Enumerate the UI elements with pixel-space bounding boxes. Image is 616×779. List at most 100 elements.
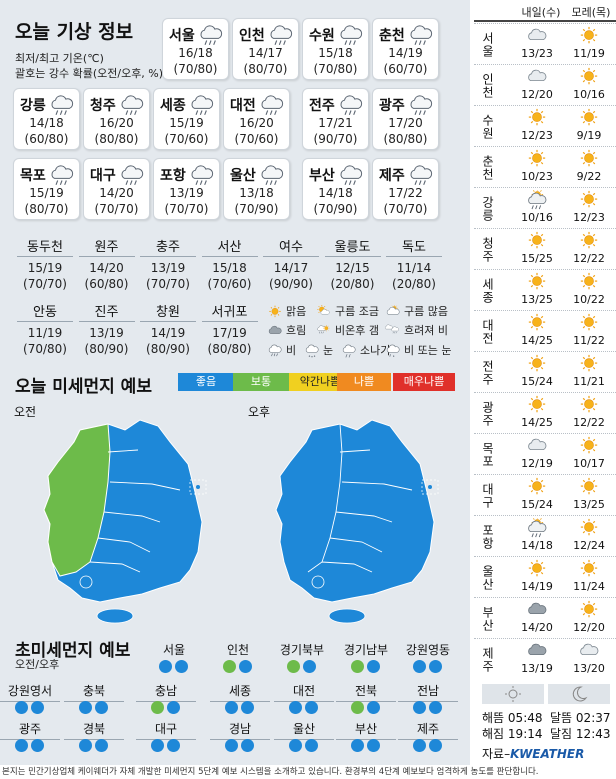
city-card[interactable]: 춘천 14/19 (60/70) bbox=[372, 18, 439, 80]
small-city-name: 충주 bbox=[140, 238, 196, 257]
sun-icon bbox=[577, 313, 601, 333]
sun-icon bbox=[577, 477, 601, 497]
sun-icon bbox=[577, 108, 601, 128]
ultrafine-dot-pm bbox=[429, 701, 442, 714]
forecast-city: 세종 bbox=[480, 278, 495, 304]
forecast-day2: 9/19 bbox=[562, 108, 616, 148]
city-card[interactable]: 강릉 14/18 (60/80) bbox=[13, 88, 80, 150]
small-city-temp: 11/14 bbox=[396, 261, 432, 275]
sun-icon bbox=[577, 518, 601, 538]
ultrafine-dot-pm bbox=[241, 739, 254, 752]
rain-sun-icon bbox=[525, 188, 549, 210]
city-name: 청주 bbox=[90, 98, 116, 114]
forecast-col-dayafter: 모레(목) bbox=[571, 6, 611, 19]
small-city-name: 원주 bbox=[78, 238, 135, 257]
dark-cloud-icon bbox=[525, 600, 549, 620]
forecast-day2-temp: 12/24 bbox=[573, 539, 605, 552]
city-card[interactable]: 인천 14/17 (80/70) bbox=[232, 18, 299, 80]
rain-cloud-icon bbox=[189, 162, 215, 186]
ultrafine-dot-pm bbox=[175, 660, 188, 673]
forecast-day2-temp: 10/16 bbox=[573, 88, 605, 101]
city-card[interactable]: 울산 13/18 (70/90) bbox=[223, 158, 290, 220]
city-card[interactable]: 전주 17/21 (90/70) bbox=[302, 88, 369, 150]
rain-cloud-icon bbox=[259, 162, 285, 186]
snow-icon bbox=[303, 344, 321, 358]
dust-level-5: 매우나쁨 bbox=[393, 373, 455, 391]
small-city-name: 독도 bbox=[386, 238, 442, 257]
city-precip: (70/70) bbox=[383, 202, 428, 216]
small-city-name: 진주 bbox=[78, 303, 135, 322]
forecast-row: 광주 14/25 12/22 bbox=[474, 392, 616, 434]
forecast-city: 춘천 bbox=[480, 155, 495, 181]
sun-icon bbox=[577, 149, 601, 169]
forecast-row: 포항 14/18 12/24 bbox=[474, 515, 616, 557]
left-panel: 오늘 기상 정보 최저/최고 기온(℃) 괄호는 강수 확률(오전/오후, %)… bbox=[0, 0, 470, 765]
city-precip: (70/80) bbox=[313, 62, 358, 76]
forecast-row: 서울 13/23 11/19 bbox=[474, 23, 616, 65]
forecast-day1: 12/23 bbox=[510, 108, 564, 148]
forecast-day2-temp: 9/19 bbox=[576, 129, 602, 142]
forecast-day2-temp: 9/22 bbox=[576, 170, 602, 183]
ultrafine-dot-am bbox=[351, 701, 364, 714]
small-city-name: 창원 bbox=[140, 303, 196, 322]
city-card[interactable]: 수원 15/18 (70/80) bbox=[302, 18, 369, 80]
forecast-row: 부산 14/20 12/20 bbox=[474, 597, 616, 639]
cloud-icon bbox=[525, 26, 549, 46]
cloud-then-rain-icon bbox=[384, 324, 402, 338]
city-temp: 17/22 bbox=[388, 186, 423, 200]
forecast-city: 청주 bbox=[480, 237, 495, 263]
legend-label: 눈 bbox=[323, 344, 334, 357]
forecast-day1-temp: 12/20 bbox=[521, 88, 553, 101]
city-temp: 15/19 bbox=[169, 116, 204, 130]
ultrafine-dot-pm bbox=[429, 660, 442, 673]
rain-cloud-icon bbox=[408, 162, 434, 186]
ultrafine-region-name: 전북 bbox=[336, 682, 396, 702]
rain-cloud-icon bbox=[189, 92, 215, 116]
city-precip: (80/70) bbox=[24, 202, 69, 216]
sun-icon bbox=[577, 67, 601, 87]
city-card[interactable]: 부산 14/18 (70/90) bbox=[302, 158, 369, 220]
forecast-day1: 12/20 bbox=[510, 67, 564, 107]
small-city-precip: (70/60) bbox=[207, 277, 252, 291]
moonrise-label: 달뜸 bbox=[550, 711, 573, 725]
legend-label: 구름 많음 bbox=[404, 305, 448, 318]
sun-icon bbox=[577, 559, 601, 579]
small-city-precip: (80/80) bbox=[207, 342, 252, 356]
city-card[interactable]: 서울 16/18 (70/80) bbox=[162, 18, 229, 80]
small-city-name: 안동 bbox=[17, 303, 73, 322]
sun-icon bbox=[577, 231, 601, 251]
legend-item: 맑음 bbox=[266, 303, 306, 319]
ultrafine-dot-pm bbox=[167, 701, 180, 714]
city-name: 인천 bbox=[239, 28, 265, 44]
small-city-temp: 14/20 bbox=[89, 261, 124, 275]
forecast-day2: 13/20 bbox=[562, 641, 616, 681]
city-precip: (70/60) bbox=[164, 132, 209, 146]
forecast-day1: 10/23 bbox=[510, 149, 564, 189]
legend-item: 비 bbox=[266, 342, 296, 358]
forecast-day1: 13/19 bbox=[510, 641, 564, 681]
cloud-sun-icon bbox=[384, 304, 402, 319]
moonrise-time: 02:37 bbox=[575, 711, 611, 725]
forecast-day2: 10/22 bbox=[562, 272, 616, 312]
sunrise-label: 해뜸 bbox=[482, 711, 505, 725]
city-card[interactable]: 세종 15/19 (70/60) bbox=[153, 88, 220, 150]
city-card[interactable]: 대구 14/20 (70/70) bbox=[83, 158, 150, 220]
ultrafine-region-name: 제주 bbox=[398, 720, 458, 740]
ultrafine-dot-am bbox=[223, 660, 236, 673]
forecast-city: 포항 bbox=[480, 524, 495, 550]
city-card[interactable]: 포항 13/19 (70/70) bbox=[153, 158, 220, 220]
ultrafine-dot-am bbox=[225, 701, 238, 714]
small-city-precip: (90/90) bbox=[269, 277, 313, 291]
city-card[interactable]: 목포 15/19 (80/70) bbox=[13, 158, 80, 220]
ultrafine-dot-pm bbox=[239, 660, 252, 673]
city-card[interactable]: 대전 16/20 (70/60) bbox=[223, 88, 290, 150]
city-precip: (70/90) bbox=[234, 202, 279, 216]
legend-item: 구름 많음 bbox=[384, 303, 448, 319]
sun-icon bbox=[525, 477, 549, 497]
city-card[interactable]: 제주 17/22 (70/70) bbox=[372, 158, 439, 220]
forecast-day2: 11/24 bbox=[562, 559, 616, 599]
city-card[interactable]: 청주 16/20 (80/80) bbox=[83, 88, 150, 150]
city-card[interactable]: 광주 17/20 (80/80) bbox=[372, 88, 439, 150]
forecast-col-tomorrow: 내일(수) bbox=[521, 6, 561, 19]
city-precip: (60/80) bbox=[24, 132, 69, 146]
